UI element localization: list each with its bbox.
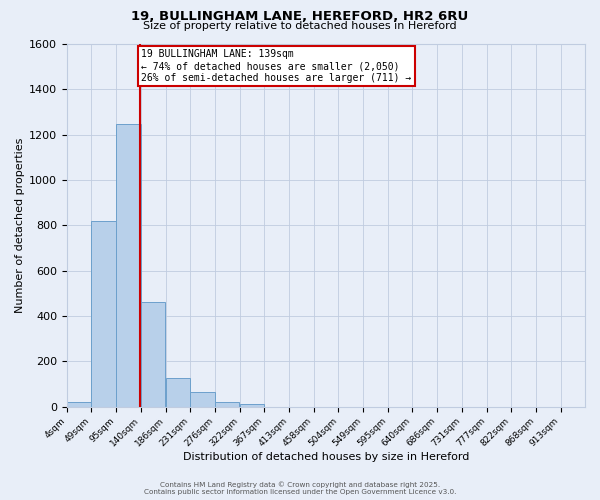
Bar	[91, 220, 116, 406]
Text: 19, BULLINGHAM LANE, HEREFORD, HR2 6RU: 19, BULLINGHAM LANE, HEREFORD, HR2 6RU	[131, 10, 469, 23]
Text: Contains public sector information licensed under the Open Government Licence v3: Contains public sector information licen…	[144, 489, 456, 495]
Bar	[116, 124, 141, 406]
Bar	[239, 404, 264, 406]
Text: 19 BULLINGHAM LANE: 139sqm
← 74% of detached houses are smaller (2,050)
26% of s: 19 BULLINGHAM LANE: 139sqm ← 74% of deta…	[142, 50, 412, 82]
Y-axis label: Number of detached properties: Number of detached properties	[15, 138, 25, 313]
Text: Size of property relative to detached houses in Hereford: Size of property relative to detached ho…	[143, 21, 457, 31]
Bar	[141, 302, 165, 406]
Bar	[166, 378, 190, 406]
Bar	[190, 392, 215, 406]
Bar	[67, 402, 91, 406]
Bar	[215, 402, 239, 406]
Text: Contains HM Land Registry data © Crown copyright and database right 2025.: Contains HM Land Registry data © Crown c…	[160, 481, 440, 488]
X-axis label: Distribution of detached houses by size in Hereford: Distribution of detached houses by size …	[183, 452, 469, 462]
